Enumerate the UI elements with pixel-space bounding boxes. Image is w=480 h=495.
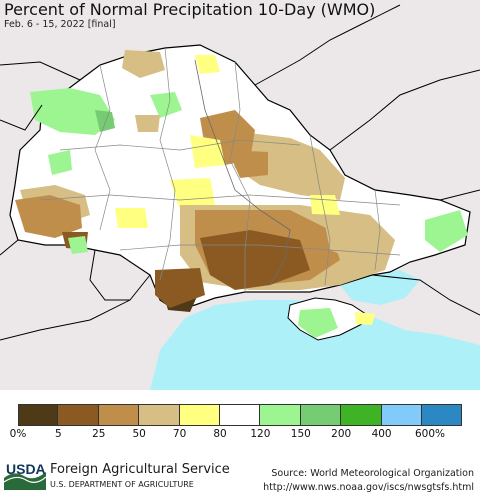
map-canvas	[0, 0, 480, 390]
footer: USDA Foreign Agricultural Service U.S. D…	[0, 452, 480, 495]
legend-label-4: 70	[172, 428, 187, 440]
patch-green-southwest	[68, 236, 88, 254]
legend-swatch-8	[341, 404, 382, 426]
legend-swatch-6	[260, 404, 301, 426]
department-name: U.S. DEPARTMENT OF AGRICULTURE	[50, 480, 194, 489]
legend-swatch-10	[421, 404, 463, 426]
legend-swatch-2	[98, 404, 140, 426]
country-borders	[0, 4, 480, 341]
patch-yellow-crimea	[355, 312, 375, 325]
legend-bar	[18, 404, 463, 426]
patch-green-northwest	[30, 88, 115, 135]
legend-swatch-7	[300, 404, 342, 426]
legend-label-3: 50	[132, 428, 146, 440]
patch-yellow-center	[190, 135, 225, 168]
legend-label-1: 5	[55, 428, 62, 440]
legend-label-9: 400	[371, 428, 392, 440]
usda-logo-text: USDA	[6, 461, 46, 477]
legend-label-8: 200	[331, 428, 352, 440]
legend-swatch-4	[179, 404, 220, 426]
patch-brown-west	[15, 195, 82, 238]
legend-swatch-1	[58, 404, 99, 426]
patch-tan-north	[122, 50, 165, 78]
patch-yellow-mid	[170, 178, 215, 210]
source-link[interactable]: http://www.nws.noaa.gov/iscs/nwsgtsfs.ht…	[263, 482, 474, 493]
legend-label-5: 80	[213, 428, 227, 440]
patch-yellow-east	[310, 195, 340, 215]
patch-tan-center-north	[135, 115, 160, 132]
color-legend: 0% 5 25 50 70 80 120 150 200 400 600%	[0, 398, 480, 443]
black-sea	[150, 300, 480, 390]
admin-boundaries	[39, 47, 401, 292]
precipitation-map	[0, 0, 480, 390]
patch-tan-east	[325, 220, 388, 262]
patch-tan-east-north	[225, 130, 345, 200]
legend-swatch-0	[18, 404, 59, 426]
legend-swatch-9	[381, 404, 422, 426]
patch-green-crimea	[298, 308, 338, 338]
agency-name: Foreign Agricultural Service	[50, 462, 230, 477]
patch-green-east	[425, 210, 468, 252]
legend-label-7: 150	[290, 428, 311, 440]
legend-swatch-5	[219, 404, 261, 426]
patch-brown-center-east	[228, 150, 268, 178]
patch-green-west	[48, 150, 72, 175]
patch-darkgreen-northwest	[95, 110, 115, 132]
usda-logo: USDA	[4, 461, 46, 490]
legend-label-6: 120	[250, 428, 271, 440]
legend-label-10: 600%	[414, 428, 446, 440]
patch-yellow-west	[115, 208, 148, 228]
patch-yellow-north	[195, 55, 220, 74]
legend-label-2: 25	[92, 428, 106, 440]
legend-label-0: 0%	[9, 428, 27, 440]
map-title: Percent of Normal Precipitation 10-Day (…	[4, 0, 376, 19]
data-source: Source: World Meteorological Organizatio…	[271, 468, 474, 479]
patch-green-north	[150, 92, 182, 118]
legend-swatch-3	[139, 404, 180, 426]
map-date-range: Feb. 6 - 15, 2022 [final]	[4, 19, 116, 30]
patch-darkbrown-odesa	[155, 268, 205, 308]
dnipro-river	[194, 59, 291, 286]
